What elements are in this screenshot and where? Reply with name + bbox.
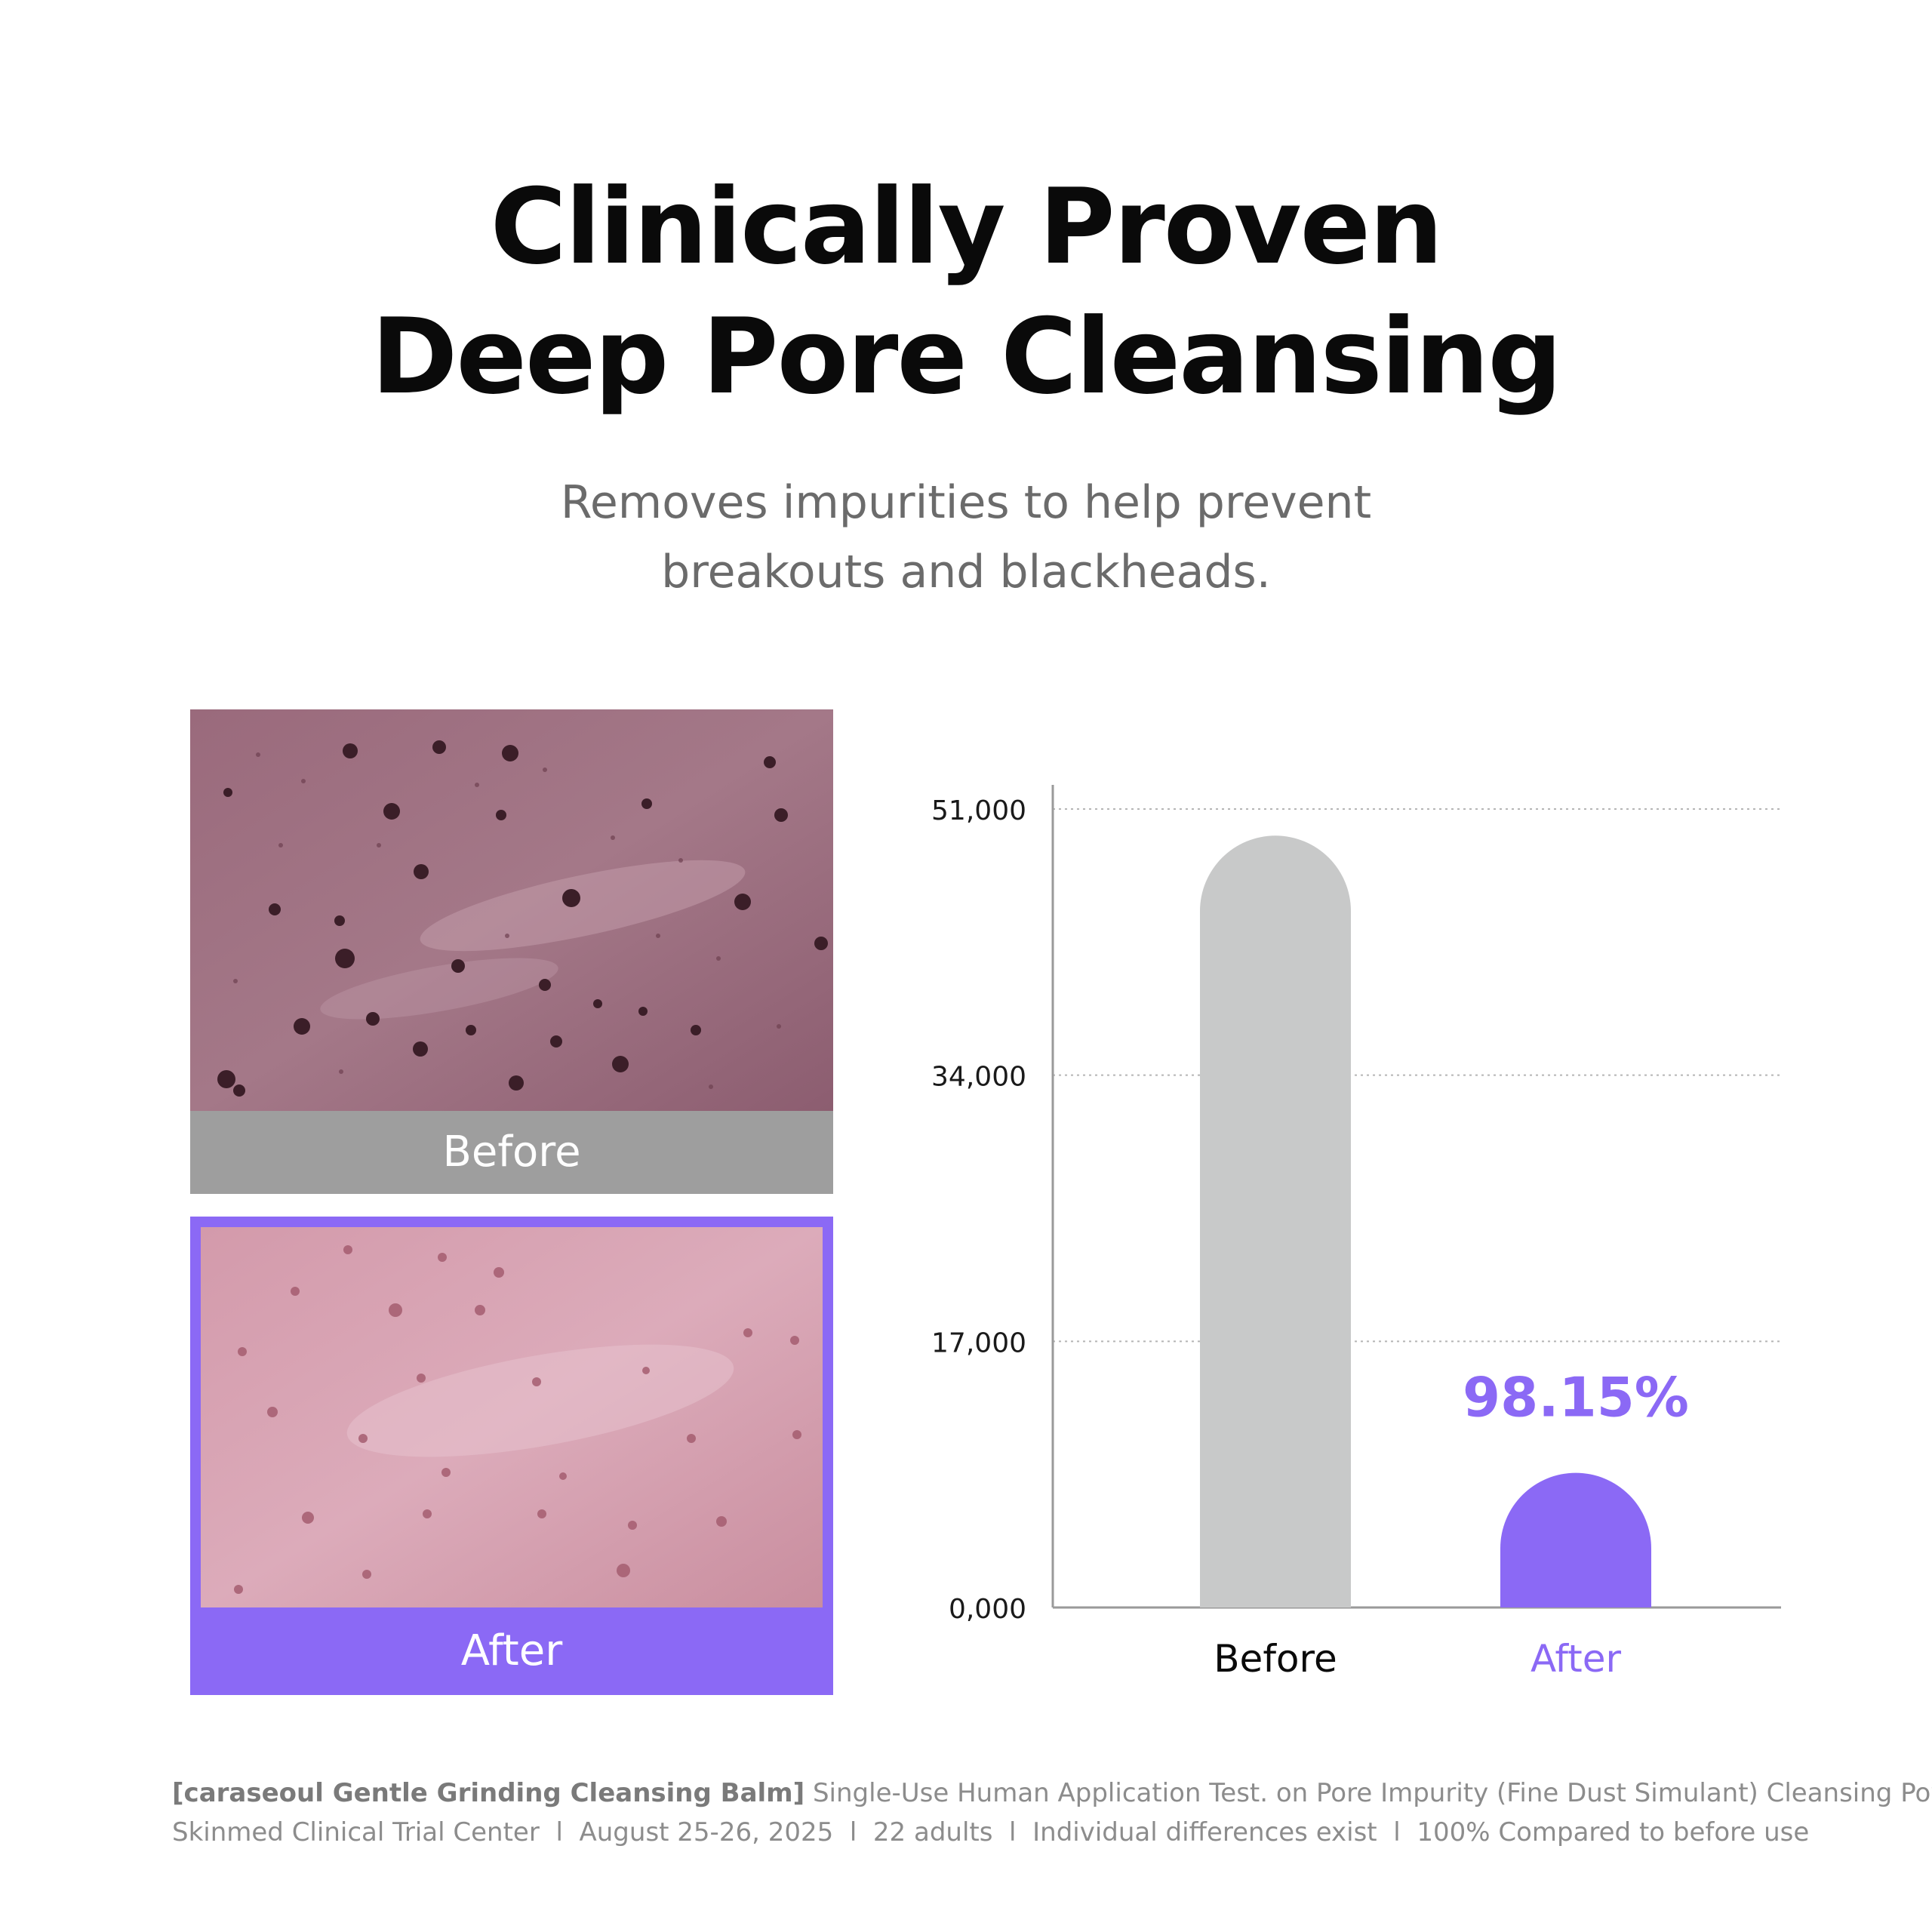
y-tick-label: 51,000 xyxy=(931,795,1026,826)
footnote-line-1-text: Single-Use Human Application Test. on Po… xyxy=(804,1778,1932,1808)
percent-annotation: 98.15% xyxy=(1463,1366,1689,1429)
bar-chart-svg: 0,000 17,000 34,000 51,000 Before After 98.15% xyxy=(931,785,1781,1681)
bar-before xyxy=(1200,835,1351,1607)
footnote-line-1: [caraseoul Gentle Grinding Cleansing Bal… xyxy=(172,1774,1932,1813)
footnote-brand: [caraseoul Gentle Grinding Cleansing Bal… xyxy=(172,1778,805,1808)
subtitle-line-1: Removes impurities to help prevent xyxy=(560,476,1372,529)
page-subtitle: Removes impurities to help prevent break… xyxy=(0,468,1932,607)
before-skin-photo xyxy=(190,709,833,1111)
bar-after xyxy=(1500,1472,1651,1607)
footnote: [caraseoul Gentle Grinding Cleansing Bal… xyxy=(172,1774,1932,1852)
y-tick-label: 17,000 xyxy=(931,1327,1026,1358)
subtitle-line-2: breakouts and blackheads. xyxy=(661,546,1271,598)
before-photo-label: Before xyxy=(442,1128,581,1177)
after-skin-photo xyxy=(201,1227,823,1607)
after-photo-panel: After xyxy=(190,1217,833,1695)
pore-impurity-chart: 0,000 17,000 34,000 51,000 Before After 98.15% xyxy=(891,770,1796,1706)
y-tick-label: 34,000 xyxy=(931,1062,1026,1093)
page-title: Clinically Proven Deep Pore Cleansing xyxy=(0,162,1932,422)
x-category-label: After xyxy=(1531,1637,1622,1681)
y-tick-label: 0,000 xyxy=(949,1594,1026,1625)
title-line-2: Deep Pore Cleansing xyxy=(371,296,1562,417)
title-line-1: Clinically Proven xyxy=(490,166,1444,288)
x-category-label: Before xyxy=(1214,1637,1337,1681)
after-photo-label: After xyxy=(460,1626,563,1675)
footnote-line-2: Skinmed Clinical Trial Center l August 2… xyxy=(172,1817,1810,1847)
before-photo-panel: Before xyxy=(190,709,833,1194)
